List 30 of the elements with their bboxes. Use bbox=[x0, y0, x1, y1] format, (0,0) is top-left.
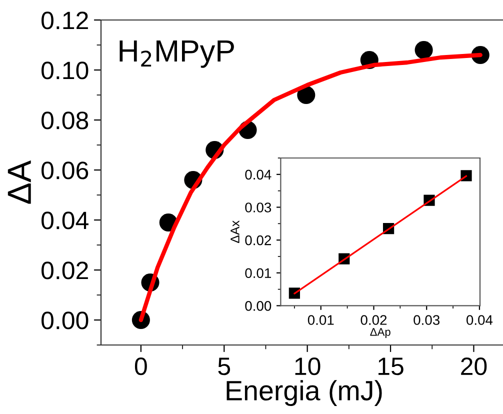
x-tick-label: 20 bbox=[461, 357, 487, 376]
y-axis-title: ΔAx bbox=[230, 220, 240, 243]
y-tick-label: 0.04 bbox=[245, 170, 272, 180]
x-tick-label: 0.02 bbox=[360, 315, 387, 325]
y-tick-label: 0.00 bbox=[42, 312, 88, 330]
point bbox=[460, 170, 472, 182]
point bbox=[288, 288, 300, 299]
point bbox=[297, 86, 316, 104]
x-axis-title: Energia (mJ) bbox=[226, 380, 382, 406]
y-tick-label: 0.03 bbox=[245, 202, 272, 212]
y-tick-label: 0.08 bbox=[42, 112, 88, 130]
y-tick-label: 0.04 bbox=[42, 212, 88, 230]
x-tick-label: 0 bbox=[134, 357, 147, 376]
y-tick-label: 0.02 bbox=[245, 235, 271, 246]
x-axis-title: ΔAp bbox=[370, 328, 390, 338]
y-tick-label: 0.02 bbox=[42, 262, 88, 280]
y-tick-label: 0.10 bbox=[42, 62, 88, 80]
y-tick-label: 0.01 bbox=[245, 268, 271, 278]
y-tick-label: 0.00 bbox=[245, 301, 272, 311]
x-tick-label: 15 bbox=[378, 358, 404, 376]
x-tick-label: 0.03 bbox=[414, 315, 440, 325]
point bbox=[414, 40, 433, 60]
x-tick-label: 0.01 bbox=[308, 315, 334, 325]
annotation: H$_{2}$MPyP bbox=[120, 40, 234, 68]
x-tick-label: 0.04 bbox=[466, 315, 493, 325]
x-tick-label: 10 bbox=[295, 357, 320, 376]
x-tick-label: 5 bbox=[218, 358, 230, 376]
y-tick-label: 0.06 bbox=[42, 162, 88, 180]
y-axis-title: ΔA bbox=[8, 160, 31, 204]
y-tick-label: 0.12 bbox=[42, 12, 88, 30]
